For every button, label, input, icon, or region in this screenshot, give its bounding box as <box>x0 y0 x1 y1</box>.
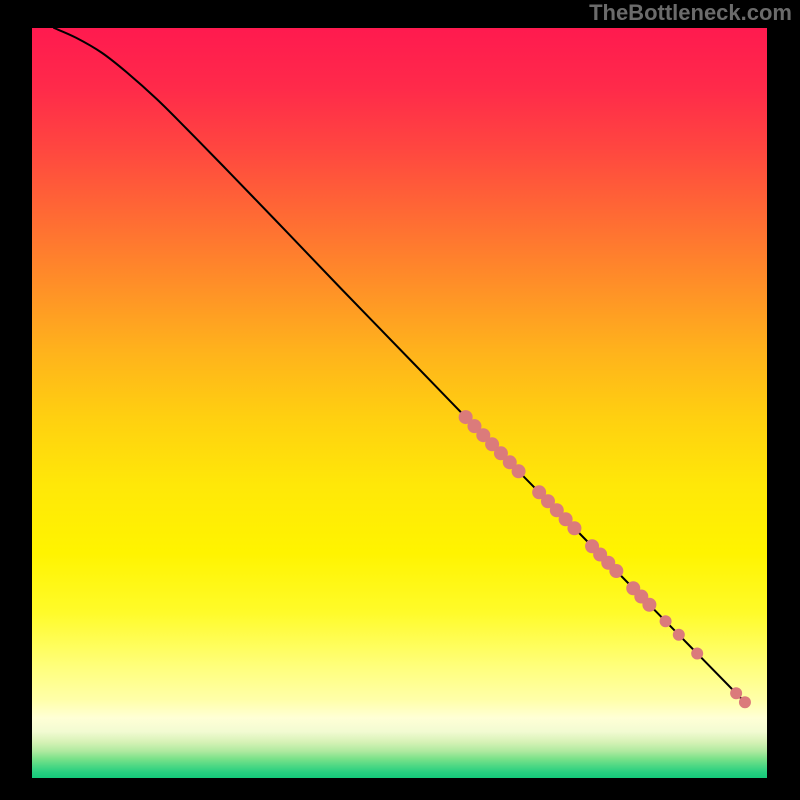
data-marker <box>642 598 656 612</box>
chart-frame: TheBottleneck.com <box>0 0 800 800</box>
gradient-background <box>32 28 767 778</box>
data-marker <box>739 696 751 708</box>
data-marker <box>691 648 703 660</box>
data-marker <box>730 687 742 699</box>
data-marker <box>673 629 685 641</box>
gradient-plot <box>32 28 767 778</box>
plot-svg <box>32 28 767 778</box>
data-marker <box>660 615 672 627</box>
data-marker <box>512 464 526 478</box>
data-marker <box>609 564 623 578</box>
attribution-text[interactable]: TheBottleneck.com <box>589 0 792 26</box>
data-marker <box>567 521 581 535</box>
